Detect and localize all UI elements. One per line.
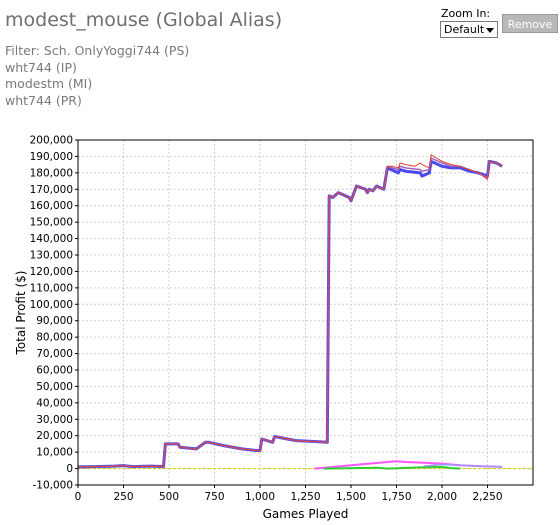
y-tick-label: 40,000 (36, 397, 73, 409)
y-tick-label: 90,000 (36, 315, 73, 327)
filter-list: Filter: Sch. OnlyYoggi744 (PS) wht744 (I… (5, 43, 189, 109)
chevron-down-icon (486, 28, 494, 33)
x-tick-label: 1,250 (290, 491, 320, 503)
y-tick-label: 130,000 (30, 250, 73, 262)
alias-entry: wht744 (IP) (5, 59, 77, 75)
remove-button[interactable]: Remove (502, 14, 558, 33)
series-line (423, 463, 503, 468)
x-tick-label: 1,750 (381, 491, 411, 503)
y-tick-label: -10,000 (32, 480, 73, 492)
y-tick-label: 170,000 (30, 184, 73, 196)
y-tick-label: 30,000 (36, 414, 73, 426)
y-tick-label: 180,000 (30, 167, 73, 179)
zoom-select[interactable]: Default (440, 21, 498, 38)
x-axis-title: Games Played (263, 507, 349, 521)
y-tick-label: 60,000 (36, 365, 73, 377)
y-tick-label: 80,000 (36, 332, 73, 344)
x-tick-label: 0 (75, 491, 82, 503)
y-tick-label: 200,000 (30, 135, 73, 147)
x-tick-label: 750 (204, 491, 224, 503)
y-tick-label: 140,000 (30, 233, 73, 245)
page-title: modest_mouse (Global Alias) (5, 9, 283, 31)
y-axis-ticks: -10,000 0 10,000 20,000 30,000 40,000 50,000 60… (30, 135, 78, 492)
x-tick-label: 250 (113, 491, 133, 503)
y-tick-label: 110,000 (30, 282, 73, 294)
y-tick-label: 120,000 (30, 266, 73, 278)
filter-label: Filter: Sch. OnlyYoggi744 (PS) (5, 43, 190, 58)
alias-entry: wht744 (PR) (5, 92, 82, 108)
y-axis-title: Total Profit ($) (14, 271, 28, 356)
chart-grid (77, 139, 533, 486)
series-line (77, 159, 503, 469)
x-tick-label: 1,500 (336, 491, 366, 503)
y-tick-label: 10,000 (36, 447, 73, 459)
alias-entry: modestm (MI) (5, 76, 93, 91)
y-tick-label: 190,000 (30, 151, 73, 163)
y-tick-label: 150,000 (30, 217, 73, 229)
x-axis-ticks: 0 250 500 750 1,000 1,250 1,500 1,750 2,000 2,250 (75, 485, 503, 503)
series-line (77, 157, 503, 468)
series-line (77, 154, 503, 468)
y-tick-label: 70,000 (36, 348, 73, 360)
x-tick-label: 1,000 (245, 491, 275, 503)
chart-series (77, 154, 503, 470)
zoom-selected-value: Default (444, 23, 485, 36)
series-line (323, 465, 461, 470)
x-tick-label: 2,000 (427, 491, 457, 503)
y-tick-label: 0 (66, 463, 73, 475)
y-tick-label: 20,000 (36, 430, 73, 442)
x-tick-label: 2,250 (472, 491, 502, 503)
zoom-label: Zoom In: (441, 7, 491, 20)
y-tick-label: 50,000 (36, 381, 73, 393)
y-tick-label: 160,000 (30, 200, 73, 212)
x-tick-label: 500 (159, 491, 179, 503)
y-tick-label: 100,000 (30, 299, 73, 311)
